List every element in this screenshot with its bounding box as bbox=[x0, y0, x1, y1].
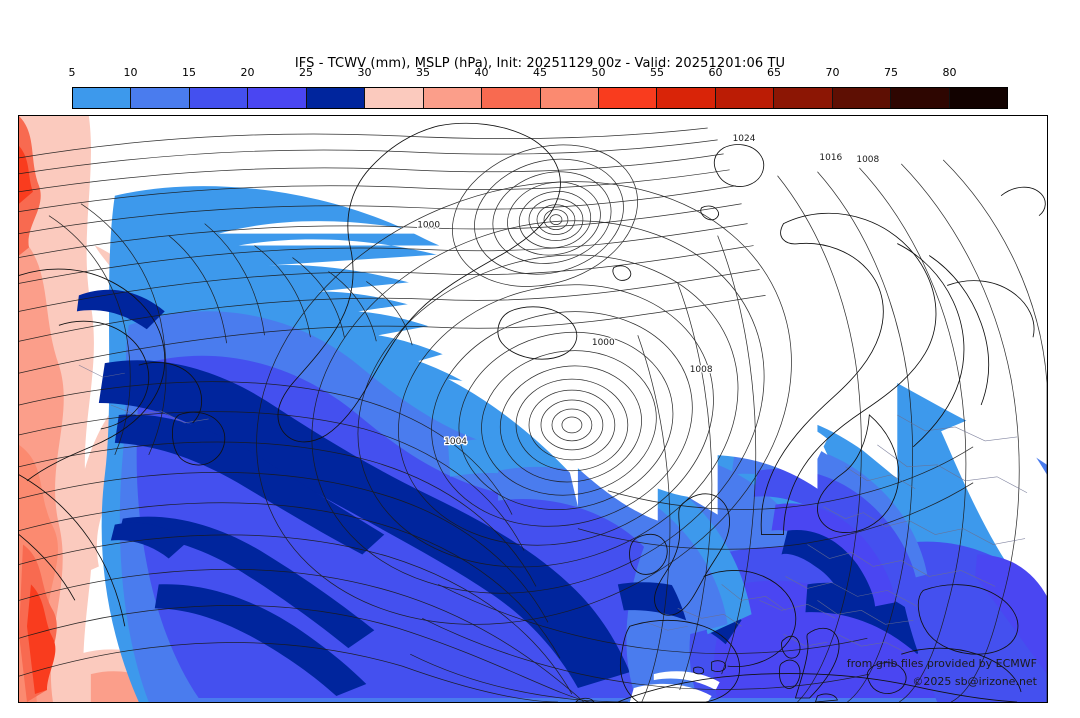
colorbar-swatch-25 bbox=[306, 88, 366, 108]
isobar-label-halo: 1008 bbox=[856, 155, 879, 165]
colorbar-swatch-50 bbox=[598, 88, 658, 108]
colorbar-tick-75: 75 bbox=[884, 66, 898, 79]
colorbar-tick-55: 55 bbox=[650, 66, 664, 79]
colorbar-tick-15: 15 bbox=[182, 66, 196, 79]
colorbar-swatch-40 bbox=[482, 88, 541, 108]
colorbar-swatch-10 bbox=[131, 88, 190, 108]
mslp-isobar-layer: 1024 1024 1000 1000 1016 1016 1008 1008 1004 1004… bbox=[19, 116, 1047, 702]
colorbar-tick-50: 50 bbox=[591, 66, 606, 79]
isobar-label-halo: 1008 bbox=[690, 365, 713, 375]
colorbar-swatch-35 bbox=[423, 88, 483, 108]
isobar-label-halo: 1016 bbox=[819, 153, 842, 163]
isobar-label: 1024 bbox=[733, 134, 756, 144]
map-frame[interactable]: 1024 1024 1000 1000 1016 1016 1008 1008 1004 1004… bbox=[18, 115, 1048, 703]
colorbar-swatch-70 bbox=[832, 88, 892, 108]
coastline-border-layer bbox=[19, 116, 1047, 702]
isobar-label: 1008 bbox=[856, 155, 879, 165]
tcwv-shading-layer bbox=[19, 116, 1047, 702]
colorbar-scale bbox=[72, 87, 1008, 109]
colorbar-tick-65: 65 bbox=[767, 66, 781, 79]
isobar-label: 1016 bbox=[819, 153, 842, 163]
isobar-label-halo: 1024 bbox=[733, 134, 756, 144]
colorbar-tick-60: 60 bbox=[708, 66, 723, 79]
isobar-label-halo: 1000 bbox=[592, 338, 615, 348]
colorbar-tick-70: 70 bbox=[825, 66, 840, 79]
colorbar-container: 5 10 15 20 25 30 35 40 45 50 55 60 65 70 75 80 bbox=[69, 66, 1008, 109]
colorbar-swatch-30 bbox=[365, 88, 424, 108]
isobar-label-halo: 1000 bbox=[417, 221, 440, 231]
colorbar-swatch-80 bbox=[949, 88, 1007, 108]
isobar-label: 1000 bbox=[417, 221, 440, 231]
colorbar-swatch-15 bbox=[189, 88, 249, 108]
attribution-source: from grib files provided by ECMWF bbox=[846, 657, 1037, 670]
colorbar-swatch-75 bbox=[891, 88, 950, 108]
colorbar-tick-30: 30 bbox=[357, 66, 372, 79]
colorbar-swatch-20 bbox=[248, 88, 307, 108]
page-title: IFS - TCWV (mm), MSLP (hPa), Init: 20251… bbox=[294, 56, 786, 71]
colorbar-tick-45: 45 bbox=[533, 66, 547, 79]
colorbar-swatch-60 bbox=[715, 88, 775, 108]
colorbar-tick-labels: 5 10 15 20 25 30 35 40 45 50 55 60 65 70 75 80 bbox=[68, 66, 1008, 82]
isobar-label-halo: 1004 bbox=[444, 437, 467, 447]
colorbar-swatch-55 bbox=[657, 88, 716, 108]
attribution-copyright: ©2025 sb@irizone.net bbox=[912, 675, 1037, 688]
isobar-label: 1008 bbox=[690, 365, 713, 375]
colorbar-tick-40: 40 bbox=[474, 66, 489, 79]
colorbar-swatch-5 bbox=[73, 88, 132, 108]
colorbar-tick-5: 5 bbox=[68, 66, 76, 79]
colorbar-tick-25: 25 bbox=[299, 66, 313, 79]
colorbar-tick-35: 35 bbox=[416, 66, 430, 79]
colorbar-swatch-65 bbox=[774, 88, 833, 108]
colorbar-tick-80: 80 bbox=[942, 66, 957, 79]
isobar-label: 1004 bbox=[444, 437, 467, 447]
colorbar-swatch-45 bbox=[540, 88, 599, 108]
colorbar-tick-10: 10 bbox=[123, 66, 138, 79]
colorbar-tick-20: 20 bbox=[240, 66, 255, 79]
isobar-label: 1000 bbox=[592, 338, 615, 348]
